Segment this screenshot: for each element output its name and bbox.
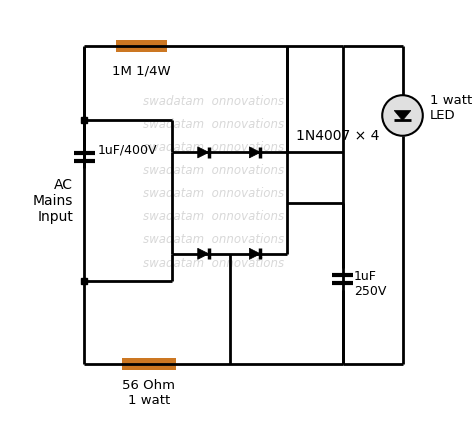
Text: swadatam  onnovations: swadatam onnovations <box>143 210 284 223</box>
Text: swadatam  onnovations: swadatam onnovations <box>143 257 284 270</box>
Text: 1uF
250V: 1uF 250V <box>354 270 386 298</box>
Text: swadatam  onnovations: swadatam onnovations <box>143 141 284 154</box>
Text: 1uF/400V: 1uF/400V <box>97 143 157 156</box>
Text: swadatam  onnovations: swadatam onnovations <box>143 118 284 131</box>
Text: 1N4007 × 4: 1N4007 × 4 <box>296 129 380 143</box>
Text: 1 watt
LED: 1 watt LED <box>430 94 473 122</box>
Polygon shape <box>249 248 260 259</box>
Text: swadatam  onnovations: swadatam onnovations <box>143 164 284 177</box>
Bar <box>116 40 167 52</box>
Text: swadatam  onnovations: swadatam onnovations <box>143 95 284 108</box>
Circle shape <box>382 95 423 136</box>
Polygon shape <box>249 147 260 158</box>
Text: swadatam  onnovations: swadatam onnovations <box>143 233 284 247</box>
Polygon shape <box>198 147 209 158</box>
Polygon shape <box>198 248 209 259</box>
Text: swadatam  onnovations: swadatam onnovations <box>143 187 284 200</box>
Text: 1M 1/4W: 1M 1/4W <box>112 65 171 78</box>
Polygon shape <box>394 111 411 121</box>
Text: AC
Mains
Input: AC Mains Input <box>33 178 73 224</box>
Bar <box>122 359 176 371</box>
Text: 56 Ohm
1 watt: 56 Ohm 1 watt <box>122 379 175 407</box>
